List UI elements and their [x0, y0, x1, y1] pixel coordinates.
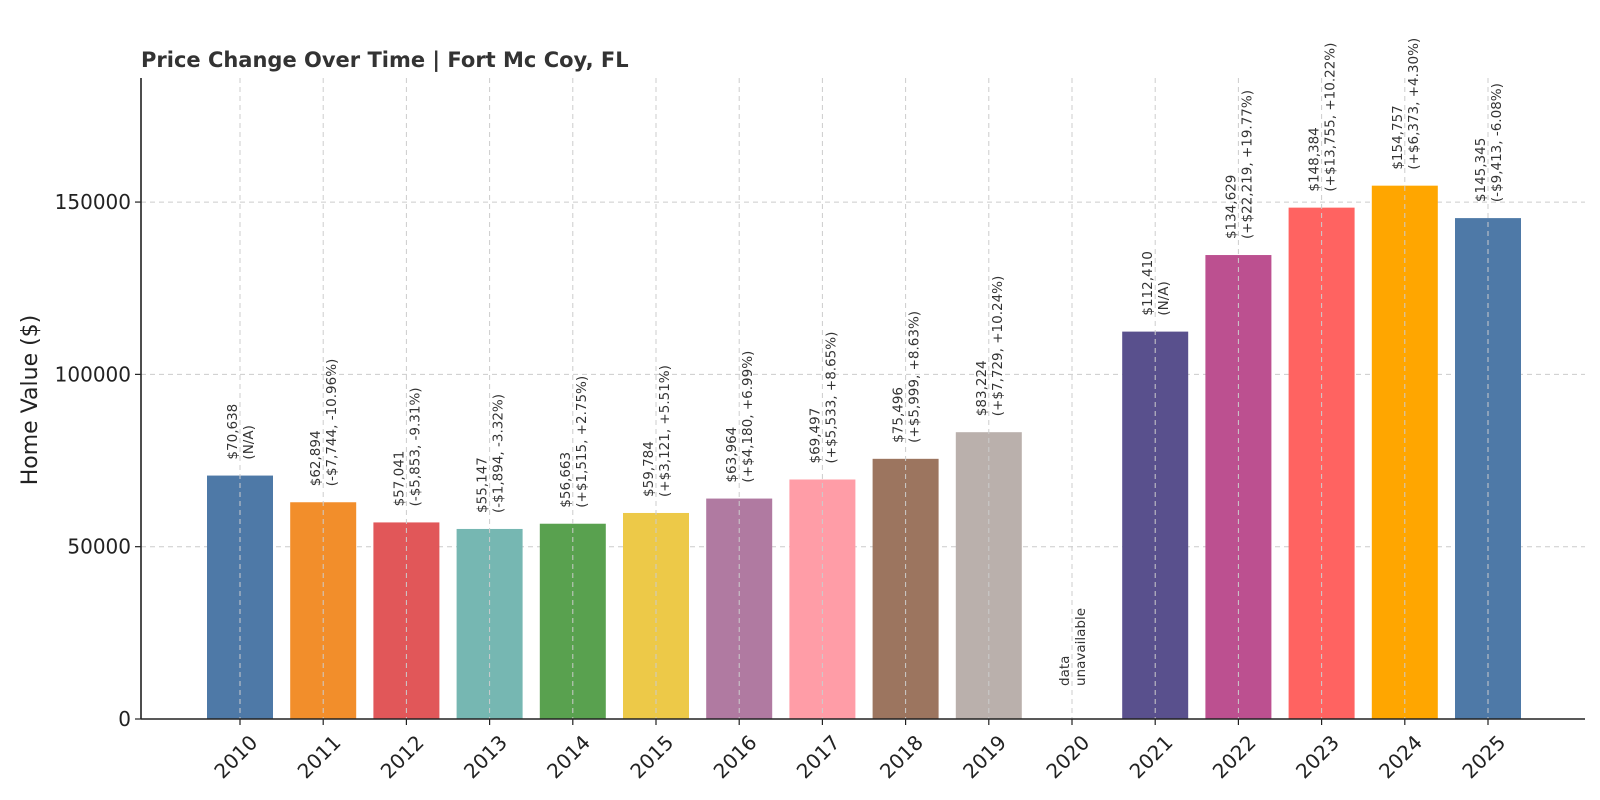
bar-change-label: (+$1,515, +2.75%) [574, 376, 590, 508]
bar-label-2023: $148,384 (+$13,755, +10.22%) [1307, 43, 1339, 192]
bar-change-label: (-$7,744, -10.96%) [324, 359, 340, 487]
bar-2015 [623, 512, 689, 719]
bar-change-label: (+$5,533, +8.65%) [823, 332, 839, 464]
bar-change-label: (-$1,894, -3.32%) [491, 394, 507, 513]
bar-change-label: (+$7,729, +10.24%) [990, 276, 1006, 416]
bar-value-label: $148,384 [1307, 127, 1323, 191]
bar-label-2020: data unavailable [1057, 608, 1089, 686]
bar-label-2016: $63,964 (+$4,180, +6.99%) [724, 351, 756, 483]
bar-2013 [456, 528, 523, 719]
bar-2010 [207, 475, 273, 719]
bar-change-label: (+$4,180, +6.99%) [740, 351, 756, 483]
bar-label-2019: $83,224 (+$7,729, +10.24%) [974, 276, 1006, 416]
grid-lines [141, 201, 1585, 548]
bar-value-label: $62,894 [308, 430, 324, 486]
bar-change-label: (-$5,853, -9.31%) [407, 387, 423, 506]
x-tick-label: 2015 [625, 730, 678, 783]
x-tick-label: 2011 [293, 730, 346, 783]
bar-value-label: $145,345 [1473, 138, 1489, 202]
bar-2018 [872, 458, 939, 719]
bar-label-2010: $70,638 (N/A) [225, 404, 257, 460]
x-tick-label: 2022 [1208, 730, 1261, 783]
bar-change-label: (+$22,219, +19.77%) [1239, 90, 1255, 239]
bar-value-label: $57,041 [391, 451, 407, 507]
bar-label-2013: $55,147 (-$1,894, -3.32%) [475, 394, 507, 513]
bar-change-label: (N/A) [1156, 281, 1172, 315]
bar-value-label: $56,663 [558, 452, 574, 508]
y-tick-label: 50000 [67, 535, 131, 559]
y-axis-label: Home Value ($) [18, 315, 43, 486]
bar-value-label: $134,629 [1223, 175, 1239, 239]
y-tick-label: 100000 [55, 362, 131, 386]
bar-change-label: (+$13,755, +10.22%) [1323, 43, 1339, 192]
bar-change-label: (+$5,999, +8.63%) [907, 311, 923, 443]
x-tick-label: 2014 [542, 730, 595, 783]
chart-title: Price Change Over Time | Fort Mc Coy, FL [141, 48, 629, 73]
bar-label-2017: $69,497 (+$5,533, +8.65%) [807, 332, 839, 464]
bar-2021 [1122, 331, 1189, 719]
bar-change-label: (N/A) [241, 425, 257, 459]
bar-value-label: $55,147 [475, 457, 491, 513]
bar-label-2018: $75,496 (+$5,999, +8.63%) [891, 311, 923, 443]
x-tick-label: 2013 [459, 730, 512, 783]
bar-labels: $70,638 (N/A) $62,894 (-$7,744, -10.96%) $57… [225, 38, 1505, 686]
x-tick-label: 2018 [875, 730, 928, 783]
bar-value-label: data [1057, 656, 1073, 686]
x-tick-label: 2010 [209, 730, 262, 783]
bar-value-label: $70,638 [225, 404, 241, 460]
bar-label-2015: $59,784 (+$3,121, +5.51%) [641, 365, 673, 497]
bar-value-label: $75,496 [891, 387, 907, 443]
bar-2023 [1288, 207, 1355, 719]
bar-change-label: (-$9,413, -6.08%) [1489, 83, 1505, 202]
x-tick-label: 2024 [1374, 730, 1427, 783]
bar-value-label: $83,224 [974, 360, 990, 416]
bar-label-2012: $57,041 (-$5,853, -9.31%) [391, 387, 423, 506]
bar-label-2021: $112,410 (N/A) [1140, 251, 1172, 315]
x-tick-label: 2023 [1291, 730, 1344, 783]
bar-change-label: unavailable [1073, 608, 1089, 686]
bar-value-label: $154,757 [1390, 105, 1406, 169]
x-tick-label: 2012 [376, 730, 429, 783]
y-tick-label: 0 [118, 707, 131, 731]
bar-change-label: (+$3,121, +5.51%) [657, 365, 673, 497]
bar-value-label: $112,410 [1140, 251, 1156, 315]
bar-value-label: $69,497 [807, 408, 823, 464]
bar-label-2022: $134,629 (+$22,219, +19.77%) [1223, 90, 1255, 239]
x-tick-label: 2017 [792, 730, 845, 783]
y-tick-label: 150000 [55, 190, 131, 214]
bar-label-2014: $56,663 (+$1,515, +2.75%) [558, 376, 590, 508]
bar-label-2011: $62,894 (-$7,744, -10.96%) [308, 359, 340, 487]
bar-change-label: (+$6,373, +4.30%) [1406, 38, 1422, 170]
x-tick-label: 2016 [709, 730, 762, 783]
x-tick-label: 2020 [1041, 730, 1094, 783]
bar-value-label: $59,784 [641, 441, 657, 497]
x-tick-label: 2019 [958, 730, 1011, 783]
x-tick-label: 2025 [1457, 730, 1510, 783]
bar-label-2024: $154,757 (+$6,373, +4.30%) [1390, 38, 1422, 170]
bar-value-label: $63,964 [724, 427, 740, 483]
x-tick-label: 2021 [1125, 730, 1178, 783]
bar-label-2025: $145,345 (-$9,413, -6.08%) [1473, 83, 1505, 202]
